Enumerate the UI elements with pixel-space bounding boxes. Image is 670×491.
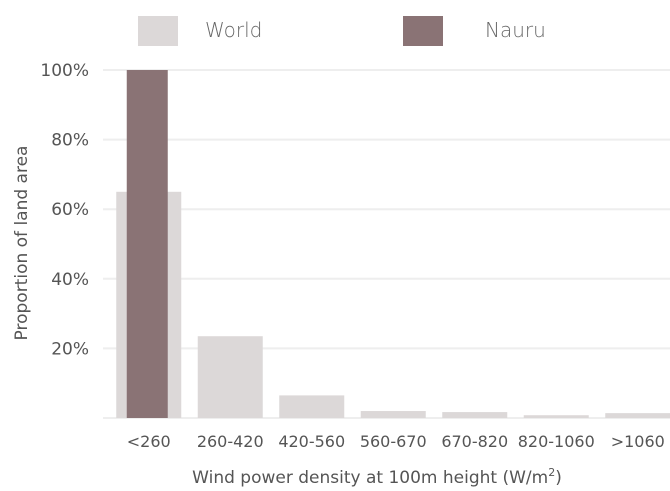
x-axis-title-end: ): [555, 468, 562, 488]
legend-label-world: World: [205, 18, 262, 42]
x-tick-label: 820-1060: [518, 432, 595, 451]
x-axis-title: Wind power density at 100m height (W/m2): [192, 466, 562, 488]
grid-lines: [103, 69, 670, 419]
x-tick-label: <260: [127, 432, 171, 451]
y-tick-label: 100%: [40, 61, 89, 81]
y-axis-title: Proportion of land area: [12, 146, 32, 341]
legend-swatch-nauru: [403, 16, 443, 46]
bars: [116, 70, 670, 418]
bar-world: [442, 412, 508, 418]
y-tick-label: 40%: [51, 270, 89, 290]
legend: World Nauru: [138, 16, 546, 46]
legend-swatch-world: [138, 16, 178, 46]
bar-world: [523, 415, 589, 418]
x-tick-label: 420-560: [278, 432, 345, 451]
y-tick-label: 20%: [51, 339, 89, 359]
x-tick-labels: <260 260-420 420-560 560-670 670-820 820-1060…: [127, 432, 665, 451]
x-axis-title-main: Wind power density at 100m height (W/m: [192, 468, 548, 488]
x-tick-label: 560-670: [360, 432, 427, 451]
x-tick-label: 260-420: [197, 432, 264, 451]
bar-world: [279, 395, 345, 418]
legend-label-nauru: Nauru: [485, 18, 546, 42]
bar-world: [197, 336, 263, 418]
y-tick-label: 60%: [51, 200, 89, 220]
bar-nauru: [126, 70, 168, 418]
x-tick-label: 670-820: [441, 432, 508, 451]
x-axis-title-sup: 2: [548, 466, 555, 479]
bar-world: [605, 413, 670, 418]
bar-world: [360, 411, 426, 418]
y-tick-label: 80%: [51, 131, 89, 151]
x-tick-label: >1060: [611, 432, 665, 451]
y-tick-labels: 20% 40% 60% 80% 100%: [40, 61, 89, 359]
